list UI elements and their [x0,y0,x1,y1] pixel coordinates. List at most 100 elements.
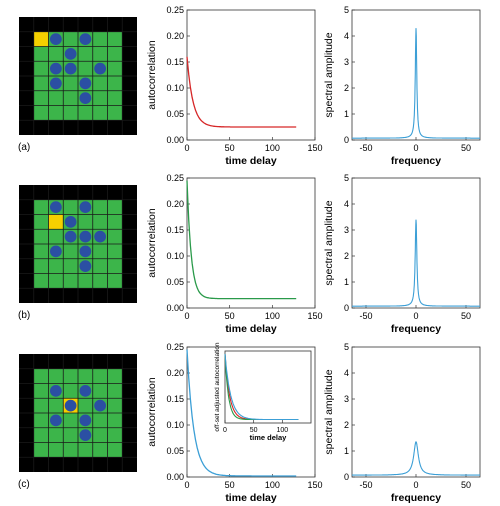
particle [49,384,62,397]
x-axis-label: frequency [391,492,441,504]
y-tick-label: 0.25 [166,173,184,183]
highlight-cell [33,31,49,47]
autocorr-line [186,180,297,300]
x-tick-label: 50 [225,143,235,153]
x-axis-label: time delay [225,492,277,504]
particle [49,245,62,258]
y-tick-label: 3 [344,225,349,235]
y-axis-label: autocorrelation [146,377,158,447]
x-tick-label: -50 [359,480,372,490]
y-tick-label: 0.15 [166,57,184,67]
particle [79,201,92,214]
x-tick-label: 100 [276,427,288,434]
y-tick-label: 3 [344,394,349,404]
particle [79,77,92,90]
cell-grid [19,17,137,135]
panel-label: (a) [18,142,30,153]
y-tick-label: 5 [344,5,349,15]
x-tick-label: 0 [223,427,227,434]
particle [79,260,92,273]
y-tick-label: 0.10 [166,251,184,261]
x-tick-label: 100 [265,143,280,153]
y-tick-label: 1 [344,109,349,119]
spectrum-line [352,441,480,476]
x-axis-label: time delay [225,323,277,335]
x-axis-label: frequency [391,323,441,335]
spectrum-line [352,28,480,139]
y-tick-label: 4 [344,368,349,378]
y-tick-label: 4 [344,31,349,41]
y-tick-label: 0.00 [166,135,184,145]
panel-label: (b) [18,310,30,321]
y-tick-label: 0 [344,472,349,482]
x-tick-label: 0 [413,311,418,321]
y-tick-label: 0 [344,135,349,145]
x-tick-label: 100 [265,311,280,321]
x-tick-label: 0 [413,480,418,490]
particle [79,92,92,105]
x-tick-label: 50 [250,427,258,434]
x-tick-label: 50 [461,480,471,490]
x-tick-label: 50 [461,143,471,153]
y-axis-label: spectral amplitude [323,369,335,454]
y-tick-label: 3 [344,57,349,67]
autocorr-frame [186,9,316,141]
autocorr-line [186,56,297,128]
y-tick-label: 0.25 [166,342,184,352]
inset-frame [224,350,312,424]
spectrum-line [352,219,480,307]
particle [64,215,77,228]
x-tick-label: 100 [265,480,280,490]
y-tick-label: 0.15 [166,394,184,404]
x-tick-label: 150 [307,143,322,153]
panel-label: (c) [18,479,30,490]
y-tick-label: 5 [344,342,349,352]
particle [64,230,77,243]
y-tick-label: 2 [344,420,349,430]
particle [94,62,107,75]
y-tick-label: 0.05 [166,109,184,119]
autocorr-frame [186,177,316,309]
cell-grid [19,354,137,472]
particle [79,33,92,46]
x-axis-label: time delay [250,433,288,442]
y-tick-label: 0 [344,303,349,313]
y-axis-label: off-set adjusted autocorrelation [214,342,221,432]
autocorr-line [186,349,297,477]
inset-line [224,353,299,421]
y-axis-label: autocorrelation [146,208,158,278]
y-tick-label: 0.20 [166,368,184,378]
particle [79,429,92,442]
y-tick-label: 1 [344,277,349,287]
y-tick-label: 1 [344,446,349,456]
particle [49,77,62,90]
spectrum-frame [351,346,481,478]
x-axis-label: time delay [225,155,277,167]
y-tick-label: 0.05 [166,446,184,456]
x-tick-label: 150 [307,311,322,321]
particle [64,62,77,75]
particle [49,414,62,427]
y-tick-label: 0.25 [166,5,184,15]
x-tick-label: 0 [184,480,189,490]
particle [49,201,62,214]
particle [79,245,92,258]
y-tick-label: 0.10 [166,420,184,430]
y-tick-label: 2 [344,83,349,93]
particle [79,414,92,427]
y-tick-label: 0.20 [166,199,184,209]
y-tick-label: 2 [344,251,349,261]
x-tick-label: 0 [413,143,418,153]
y-tick-label: 0.00 [166,303,184,313]
particle [94,399,107,412]
x-tick-label: 50 [225,311,235,321]
y-axis-label: autocorrelation [146,40,158,110]
highlight-cell [48,214,64,230]
x-axis-label: frequency [391,155,441,167]
x-tick-label: 0 [184,143,189,153]
particle [49,62,62,75]
particle [79,230,92,243]
particle [79,384,92,397]
particle [49,33,62,46]
